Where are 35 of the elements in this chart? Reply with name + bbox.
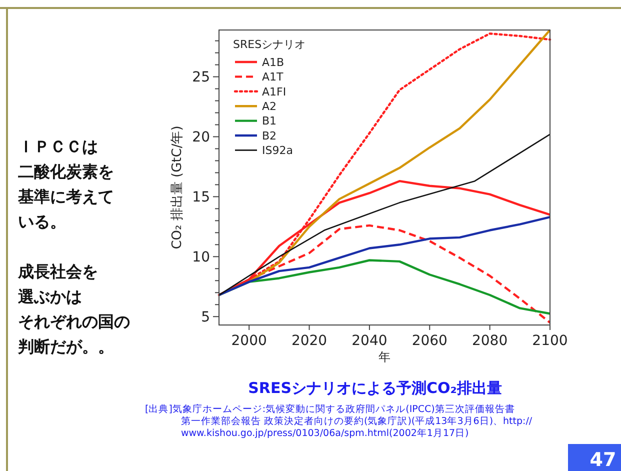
text: 成長社会を <box>17 262 98 281</box>
text: それぞれの国の <box>18 312 130 331</box>
legend-label: B2 <box>262 129 277 142</box>
legend-label: IS92a <box>262 144 293 158</box>
text: www.kishou.go.jp/press/0103/06a/spm.html(2002年1月17日) <box>181 427 469 439</box>
y-tick-label: 25 <box>192 70 210 86</box>
x-tick-label: 2020 <box>291 333 328 349</box>
legend-label: A2 <box>262 100 277 113</box>
x-tick-label: 2040 <box>352 333 388 349</box>
legend-label: A1B <box>262 56 284 69</box>
text: SRESシナリオによる予測CO₂排出量 <box>248 379 502 397</box>
x-tick-label: 2100 <box>532 333 568 349</box>
legend-label: A1FI <box>262 85 286 98</box>
text: 選ぶかは <box>18 287 82 306</box>
y-tick-label: 15 <box>192 190 210 206</box>
text: 47 <box>590 449 616 471</box>
text: いる。 <box>18 212 66 231</box>
text: ＩＰＣＣは <box>18 137 98 156</box>
legend-label: A1T <box>262 70 284 84</box>
y-axis-title: CO₂ 排出量 (GtC/年) <box>170 126 185 250</box>
legend-label: B1 <box>262 114 277 128</box>
text: 二酸化炭素を <box>18 162 114 181</box>
text: 基準に考えて <box>17 187 114 206</box>
line-series <box>218 216 552 296</box>
y-tick-label: 20 <box>192 130 210 146</box>
text: 第一作業部会報告 政策決定者向けの要約(気象庁訳)(平成13年3月6日)、http:// <box>181 415 533 427</box>
y-tick-label: 10 <box>192 250 210 266</box>
x-axis-title: 年 <box>378 350 390 364</box>
x-tick-label: 2080 <box>472 333 508 349</box>
y-tick-label: 5 <box>201 310 210 326</box>
x-tick-label: 2000 <box>231 333 267 349</box>
text: 判断だが。。 <box>17 337 114 356</box>
x-tick-label: 2060 <box>412 333 448 349</box>
legend-title: SRESシナリオ <box>233 38 306 51</box>
text: [出典]気象庁ホームページ:気候変動に関する政府間パネル(IPCC)第三次評価報告書 <box>145 403 515 415</box>
